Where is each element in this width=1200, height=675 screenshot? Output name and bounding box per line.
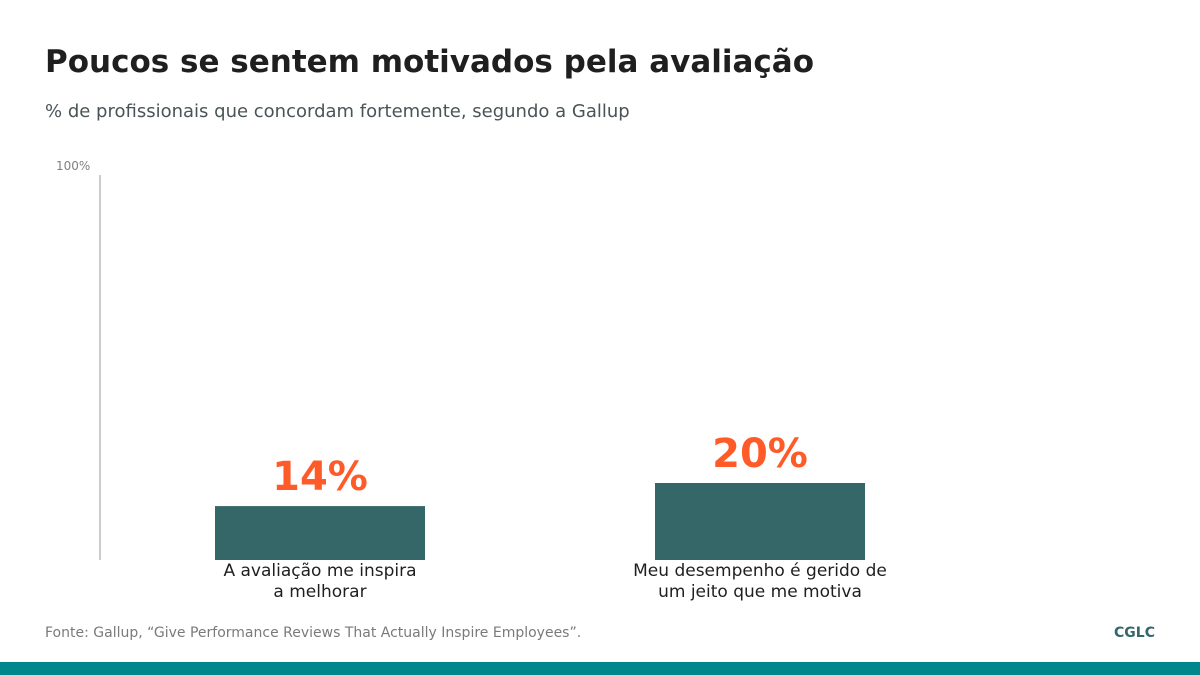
value-label-0: 14% xyxy=(272,454,368,500)
category-label-0-line-1: a melhorar xyxy=(273,582,366,602)
bar-0 xyxy=(215,506,425,560)
value-label-1: 20% xyxy=(712,431,808,477)
chart-subtitle: % de profissionais que concordam forteme… xyxy=(45,101,630,122)
y-axis-max-label: 100% xyxy=(56,159,91,173)
brand-logo-text: CGLC xyxy=(1114,625,1155,641)
source-note: Fonte: Gallup, “Give Performance Reviews… xyxy=(45,625,582,641)
bar-1 xyxy=(655,483,865,560)
footer-accent-bar xyxy=(0,662,1200,675)
chart-title: Poucos se sentem motivados pela avaliaçã… xyxy=(45,44,815,80)
category-label-1-line-0: Meu desempenho é gerido de xyxy=(633,561,887,581)
category-label-0-line-0: A avaliação me inspira xyxy=(223,561,416,581)
category-label-1-line-1: um jeito que me motiva xyxy=(658,582,862,602)
